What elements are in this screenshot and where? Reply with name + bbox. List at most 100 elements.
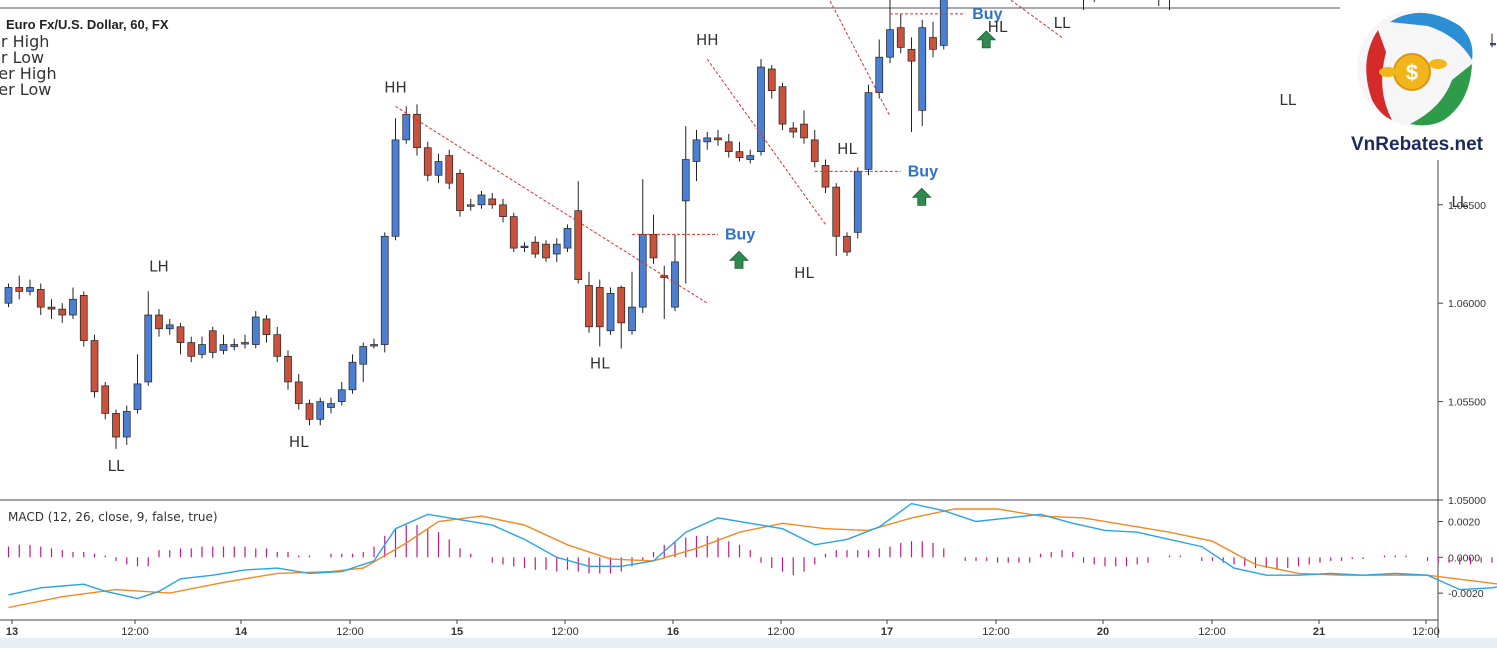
swing-label: HL [837, 140, 857, 158]
candle-down [832, 186, 841, 237]
candle-up [198, 344, 206, 355]
candle-down [273, 334, 282, 357]
candle-up [391, 139, 400, 237]
candle-up [563, 228, 572, 249]
candle-up [370, 344, 378, 347]
signal-line [8, 508, 1497, 609]
buy-label: Buy [725, 226, 755, 243]
candle-down [456, 172, 464, 212]
candle-up [219, 344, 228, 351]
candle-up [466, 204, 475, 207]
candle-up [165, 324, 174, 330]
macd-tick-label: -0.0020 [1448, 588, 1484, 600]
buy-label: Buy [908, 163, 938, 180]
candle-up [939, 0, 948, 46]
vnrebates-logo: $ [1340, 0, 1490, 160]
swing-label: LL [108, 457, 125, 475]
candle-down [724, 141, 733, 153]
candle-up [4, 287, 13, 304]
candle-down [284, 355, 292, 383]
candle-up [864, 92, 873, 170]
buy-arrow-icon [911, 187, 932, 206]
macd-title: MACD (12, 26, close, 9, false, true) [8, 510, 218, 524]
time-tick-label: 12:00 [767, 626, 795, 638]
candle-up [327, 403, 335, 408]
candle-up [875, 56, 884, 93]
trendline [395, 105, 708, 304]
candle-down [176, 326, 185, 343]
time-tick-label: 12:00 [982, 626, 1010, 638]
price-tick-label: 1.06000 [1448, 298, 1486, 310]
swing-label: HL [590, 354, 610, 372]
time-tick-label: 21 [1313, 626, 1325, 638]
candle-up [671, 261, 679, 308]
candle-down [617, 287, 626, 324]
buy-label: Buy [972, 6, 1002, 23]
candle-up [316, 401, 325, 420]
price-tick-label: 1.06500 [1448, 200, 1486, 212]
buy-arrow-icon [976, 30, 997, 49]
candle-down [789, 127, 798, 133]
candle-down [843, 235, 851, 253]
candle-up [886, 29, 894, 58]
candle-up [122, 411, 131, 438]
candle-down [542, 243, 550, 259]
macd-line [8, 502, 1497, 600]
candle-up [552, 243, 561, 255]
candle-up [520, 245, 529, 248]
swing-label: HL [794, 264, 814, 282]
candle-down [499, 204, 507, 217]
candle-down [36, 289, 45, 308]
dollar-coin-icon: $ [1357, 10, 1473, 126]
candle-up [359, 346, 368, 365]
time-tick-label: 13 [6, 626, 18, 638]
candle-up [26, 287, 34, 292]
candle-up [434, 161, 443, 176]
candle-down [208, 330, 217, 353]
candle-down [262, 318, 271, 336]
candle-up [853, 170, 862, 233]
candle-down [423, 147, 432, 176]
candle-down [187, 342, 196, 357]
time-tick-label: 20 [1097, 626, 1109, 638]
candle-down [112, 413, 120, 438]
candle-down [649, 233, 658, 259]
price-tick-label: 1.05000 [1448, 495, 1486, 507]
candle-down [488, 198, 497, 206]
candle-up [380, 235, 389, 345]
trendline [1009, 0, 1063, 38]
candle-up [606, 293, 615, 332]
swing-label: HL [988, 18, 1008, 36]
swing-label: HH [384, 78, 407, 96]
candle-up [918, 27, 927, 111]
candle-down [735, 151, 744, 158]
candle-down [810, 139, 819, 162]
time-tick-label: 12:00 [1198, 626, 1226, 638]
candle-down [15, 287, 24, 292]
trendline [706, 58, 826, 225]
candle-up [337, 389, 346, 402]
candle-up [746, 155, 755, 160]
time-tick-label: 12:00 [551, 626, 579, 638]
candle-down [79, 294, 88, 341]
swing-label: HH [696, 31, 719, 49]
candle-down [585, 285, 593, 328]
candle-down [714, 137, 722, 141]
candle-down [907, 48, 916, 62]
candle-down [595, 287, 604, 328]
candle-down [305, 403, 314, 420]
candle-down [47, 306, 56, 310]
candle-down [413, 113, 421, 149]
bottom-strip [0, 638, 1497, 648]
swing-label: LH [149, 257, 169, 275]
time-tick-label: 12:00 [336, 626, 364, 638]
legend-item-lower-high: wer High [0, 32, 50, 51]
candle-up [230, 344, 239, 347]
svg-text:$: $ [1406, 60, 1418, 85]
time-tick-label: 15 [451, 626, 463, 638]
swing-label: LL [1451, 193, 1468, 211]
